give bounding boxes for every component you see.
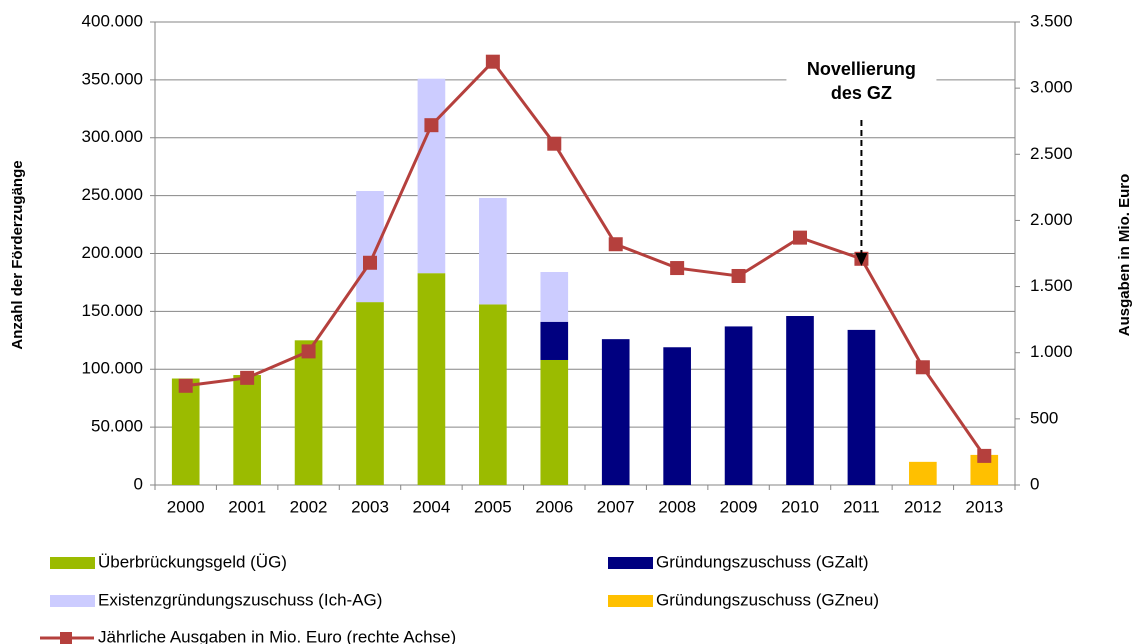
line-marker bbox=[793, 230, 807, 245]
legend-label: Gründungszuschuss (GZneu) bbox=[656, 590, 879, 609]
y-tick-label: 200.000 bbox=[82, 243, 143, 262]
bar bbox=[847, 329, 876, 485]
y-tick-label: 250.000 bbox=[82, 185, 143, 204]
y2-tick-label: 2.500 bbox=[1030, 144, 1073, 163]
y2-tick-label: 1.000 bbox=[1030, 342, 1073, 361]
bar bbox=[479, 197, 507, 305]
x-tick-label: 2008 bbox=[658, 497, 696, 516]
bar bbox=[724, 326, 753, 485]
y-tick-label: 150.000 bbox=[82, 301, 143, 320]
legend-label: Jährliche Ausgaben in Mio. Euro (rechte … bbox=[98, 627, 456, 644]
x-tick-label: 2007 bbox=[597, 497, 635, 516]
y2-tick-label: 500 bbox=[1030, 408, 1058, 427]
bar bbox=[233, 375, 261, 485]
y-tick-label: 50.000 bbox=[91, 417, 143, 436]
legend-swatch bbox=[60, 632, 72, 644]
legend-swatch bbox=[608, 595, 653, 607]
bar bbox=[540, 272, 569, 322]
x-tick-label: 2003 bbox=[351, 497, 389, 516]
legend-swatch bbox=[50, 595, 95, 607]
x-tick-label: 2010 bbox=[781, 497, 819, 516]
y-axis-title: Anzahl der Förderzugänge bbox=[9, 160, 26, 349]
y-tick-label: 0 bbox=[134, 474, 143, 493]
line-marker bbox=[731, 268, 746, 283]
line-marker bbox=[178, 378, 193, 393]
y2-axis-title: Ausgaben in Mio. Euro bbox=[1116, 174, 1133, 337]
bar bbox=[479, 304, 507, 485]
line-marker bbox=[977, 448, 992, 463]
legend-label: Existenzgründungszuschuss (Ich-AG) bbox=[98, 590, 382, 609]
x-tick-label: 2012 bbox=[904, 497, 942, 516]
x-tick-label: 2000 bbox=[167, 497, 205, 516]
y2-tick-label: 3.500 bbox=[1030, 11, 1073, 30]
x-tick-label: 2006 bbox=[535, 497, 573, 516]
bar bbox=[356, 190, 384, 303]
bar bbox=[786, 316, 814, 485]
bar bbox=[663, 347, 691, 485]
bar bbox=[171, 378, 200, 485]
bar bbox=[909, 461, 937, 485]
x-tick-label: 2002 bbox=[290, 497, 328, 516]
x-tick-label: 2011 bbox=[843, 497, 880, 516]
bar bbox=[356, 302, 384, 485]
y-tick-label: 400.000 bbox=[82, 11, 143, 30]
bar bbox=[540, 321, 569, 360]
y2-tick-label: 1.500 bbox=[1030, 276, 1073, 295]
bar bbox=[601, 339, 630, 485]
line-marker bbox=[424, 118, 439, 133]
y2-tick-label: 0 bbox=[1030, 474, 1039, 493]
line-marker bbox=[547, 136, 562, 151]
bar bbox=[540, 359, 569, 485]
x-tick-label: 2005 bbox=[474, 497, 512, 516]
legend-label: Gründungszuschuss (GZalt) bbox=[656, 552, 869, 571]
x-tick-label: 2013 bbox=[965, 497, 1003, 516]
y2-tick-label: 2.000 bbox=[1030, 210, 1073, 229]
legend-label: Überbrückungsgeld (ÜG) bbox=[98, 552, 287, 571]
legend-swatch bbox=[608, 557, 653, 569]
y2-tick-label: 3.000 bbox=[1030, 78, 1073, 97]
y-tick-label: 300.000 bbox=[82, 127, 143, 146]
x-tick-label: 2004 bbox=[413, 497, 451, 516]
line bbox=[185, 59, 986, 457]
line-marker bbox=[915, 360, 930, 375]
bar bbox=[417, 78, 446, 274]
annotation: Novellierung bbox=[807, 59, 916, 79]
annotation-arrowhead bbox=[855, 253, 868, 266]
y-tick-label: 350.000 bbox=[82, 69, 143, 88]
line-marker bbox=[363, 255, 377, 270]
line-marker bbox=[240, 370, 255, 385]
line-marker bbox=[301, 344, 316, 359]
annotation-bg bbox=[786, 52, 937, 112]
y-tick-label: 100.000 bbox=[82, 359, 143, 378]
x-tick-label: 2009 bbox=[720, 497, 758, 516]
line-marker bbox=[670, 261, 685, 276]
bar bbox=[417, 273, 446, 485]
bar bbox=[294, 340, 323, 485]
annotation: des GZ bbox=[831, 83, 892, 103]
legend-swatch bbox=[50, 557, 95, 569]
x-tick-label: 2001 bbox=[228, 497, 266, 516]
line-marker bbox=[608, 237, 623, 252]
line-marker bbox=[485, 54, 500, 69]
